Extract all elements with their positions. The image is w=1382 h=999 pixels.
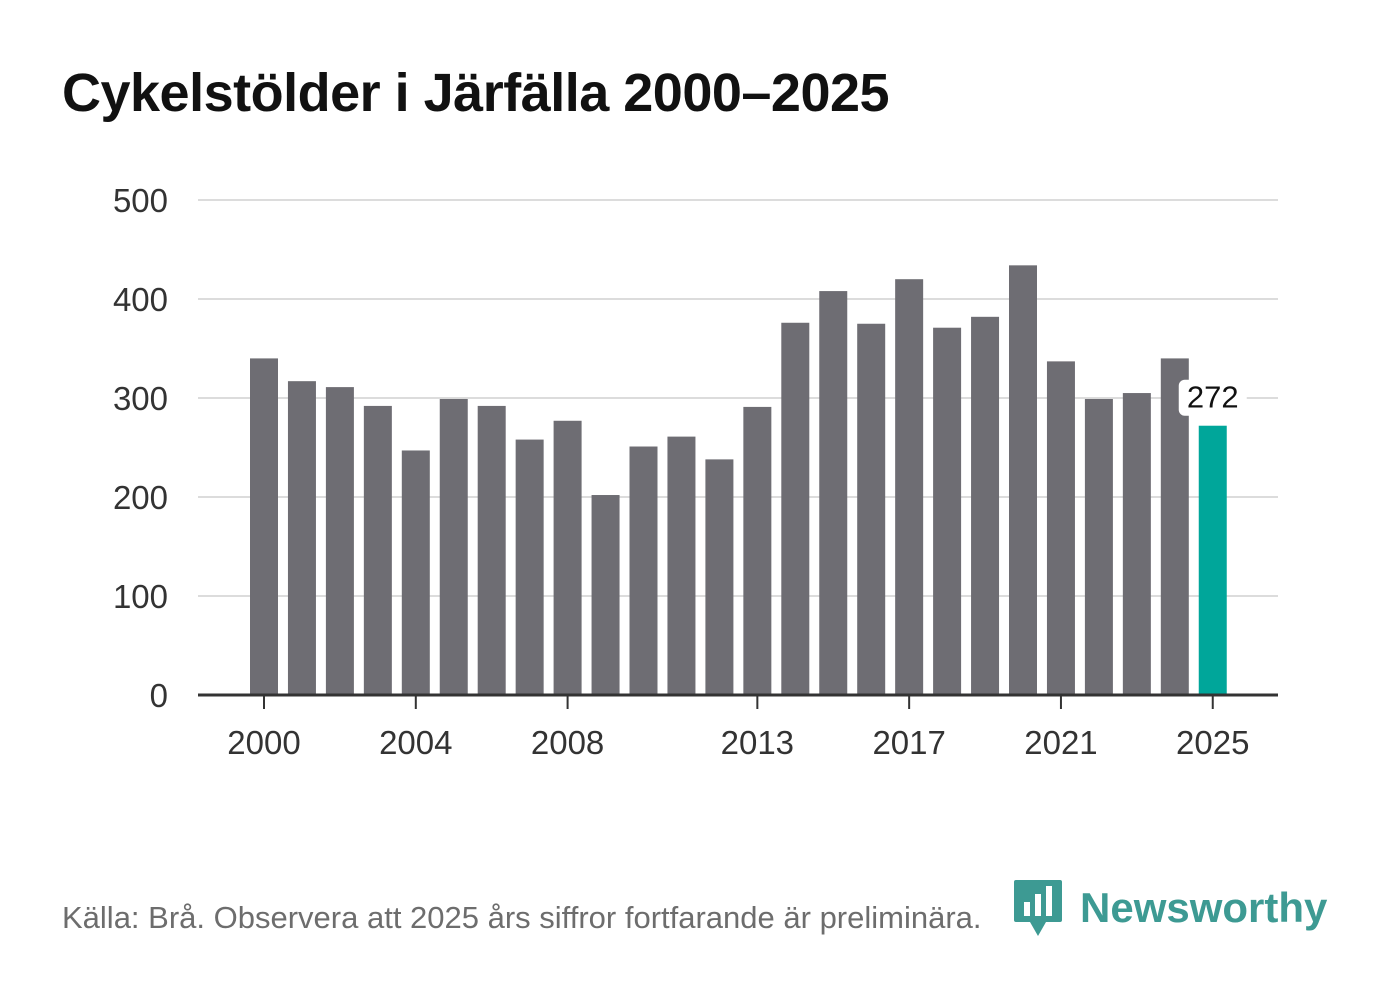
bar-2020 bbox=[1009, 265, 1037, 695]
source-note: Källa: Brå. Observera att 2025 års siffr… bbox=[62, 900, 982, 935]
bar-2001 bbox=[287, 381, 316, 695]
x-tick-label-2013: 2013 bbox=[721, 724, 794, 761]
brand-logo: Newsworthy bbox=[1012, 878, 1327, 938]
bar-2006 bbox=[477, 405, 506, 695]
highlight-label-bg bbox=[1178, 379, 1247, 416]
brand-name: Newsworthy bbox=[1080, 884, 1328, 931]
bar-2012 bbox=[705, 459, 734, 695]
bar-2010 bbox=[629, 446, 658, 695]
bar-2013 bbox=[743, 406, 772, 695]
bar-2011 bbox=[667, 436, 696, 695]
bar-2002 bbox=[325, 387, 354, 695]
x-tick-label-2017: 2017 bbox=[872, 724, 945, 761]
bar-chart: 0 100 200 300 400 500 2000 2004 2008 2013 2017 2021… bbox=[113, 182, 1278, 761]
bar-2016 bbox=[857, 323, 886, 695]
bar-2009 bbox=[591, 495, 620, 695]
newsworthy-logo-icon bbox=[1014, 880, 1062, 936]
y-tick-label-500: 500 bbox=[113, 182, 168, 219]
y-tick-label-100: 100 bbox=[113, 578, 168, 615]
bar-2021 bbox=[1046, 361, 1075, 695]
bar-2019 bbox=[971, 316, 1000, 695]
bar-2000 bbox=[250, 358, 278, 695]
bar-2007 bbox=[515, 439, 544, 695]
highlight-value-label: 272 bbox=[1187, 380, 1239, 415]
gridlines bbox=[198, 199, 1278, 597]
x-tick-label-2004: 2004 bbox=[379, 724, 452, 761]
bar-2017 bbox=[895, 279, 924, 695]
y-tick-label-0: 0 bbox=[150, 677, 168, 714]
bar-2015 bbox=[819, 291, 848, 695]
x-tick-label-2025: 2025 bbox=[1176, 724, 1249, 761]
bar-2005 bbox=[439, 398, 468, 695]
bar-2004 bbox=[401, 450, 430, 695]
axes: 0 100 200 300 400 500 2000 2004 2008 2013 2017 2021… bbox=[113, 182, 1278, 761]
bar-2014 bbox=[781, 322, 810, 695]
x-tick-label-2008: 2008 bbox=[531, 724, 604, 761]
x-tick-label-2000: 2000 bbox=[227, 724, 300, 761]
bar-2018 bbox=[933, 327, 962, 695]
chart-title: Cykelstölder i Järfälla 2000–2025 bbox=[62, 63, 890, 123]
bar-2025 bbox=[1198, 425, 1227, 695]
bar-2008 bbox=[553, 420, 582, 695]
y-tick-label-300: 300 bbox=[113, 380, 168, 417]
data-labels: 272 bbox=[1178, 379, 1247, 416]
y-tick-label-200: 200 bbox=[113, 479, 168, 516]
x-tick-label-2021: 2021 bbox=[1024, 724, 1097, 761]
bar-2022 bbox=[1084, 398, 1113, 695]
bars bbox=[250, 265, 1227, 695]
bar-2003 bbox=[363, 405, 392, 695]
y-tick-label-400: 400 bbox=[113, 281, 168, 318]
bar-2023 bbox=[1122, 393, 1151, 695]
